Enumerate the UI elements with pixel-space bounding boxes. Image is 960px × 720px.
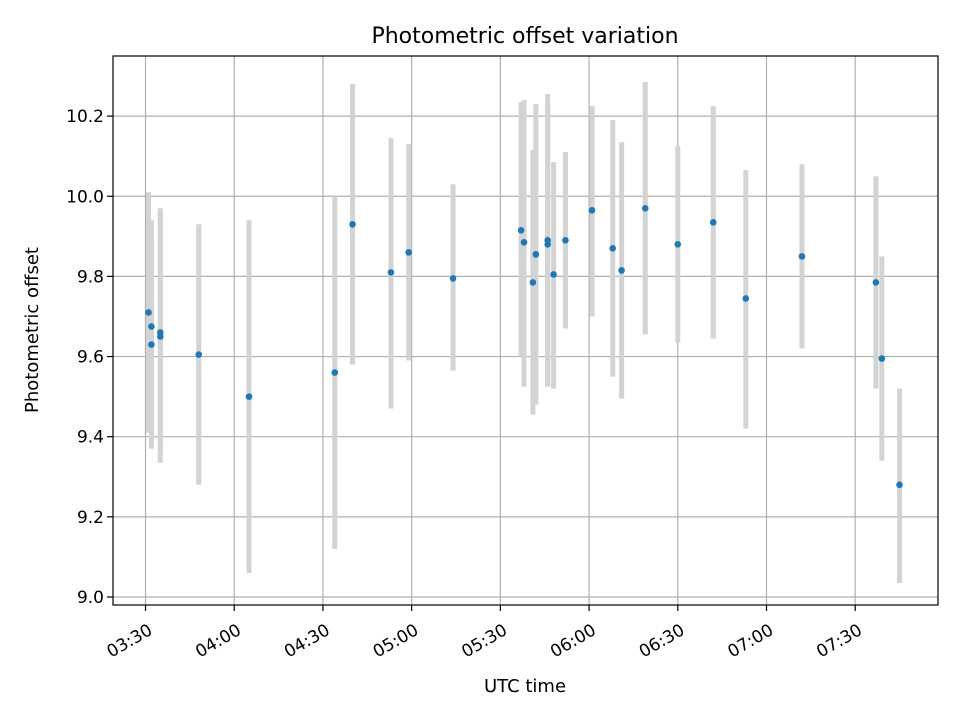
data-point (562, 237, 569, 244)
data-point (532, 251, 540, 258)
data-point (148, 341, 155, 348)
data-point (742, 295, 750, 302)
data-point (145, 309, 152, 316)
data-point (529, 279, 537, 286)
data-point (157, 333, 164, 340)
data-point (798, 253, 806, 260)
data-point (709, 219, 717, 226)
y-axis-label: Photometric offset (22, 247, 43, 413)
y-tick-label: 9.4 (77, 428, 104, 448)
data-point (449, 275, 457, 282)
y-tick-label: 9.0 (77, 588, 104, 608)
data-point (544, 241, 551, 248)
y-tick-label: 9.6 (77, 348, 104, 368)
data-point (520, 239, 528, 246)
data-point (195, 351, 203, 358)
chart-title: Photometric offset variation (371, 24, 678, 49)
data-point (896, 481, 903, 489)
data-point (148, 323, 155, 330)
y-tick-label: 10.2 (66, 107, 104, 127)
y-tick-label: 9.2 (77, 508, 104, 528)
y-axis-ticks: 9.0 9.2 9.4 9.6 9.8 10.0 10.2 (66, 107, 113, 608)
y-tick-label: 9.8 (77, 267, 104, 287)
data-point (349, 221, 356, 228)
data-point (588, 206, 596, 214)
data-point (878, 355, 886, 362)
data-point (550, 271, 557, 278)
data-point (872, 279, 880, 286)
x-axis-label: UTC time (484, 676, 566, 697)
plot-frame (112, 55, 939, 606)
data-points (145, 204, 903, 489)
y-tick-label: 10.0 (66, 187, 104, 207)
data-point (245, 393, 253, 400)
data-point (641, 204, 649, 212)
data-point (331, 369, 339, 376)
data-point (609, 245, 617, 252)
data-point (387, 269, 395, 276)
data-point (517, 227, 525, 234)
data-point (405, 249, 412, 256)
data-point (618, 267, 625, 274)
data-point (674, 241, 682, 248)
